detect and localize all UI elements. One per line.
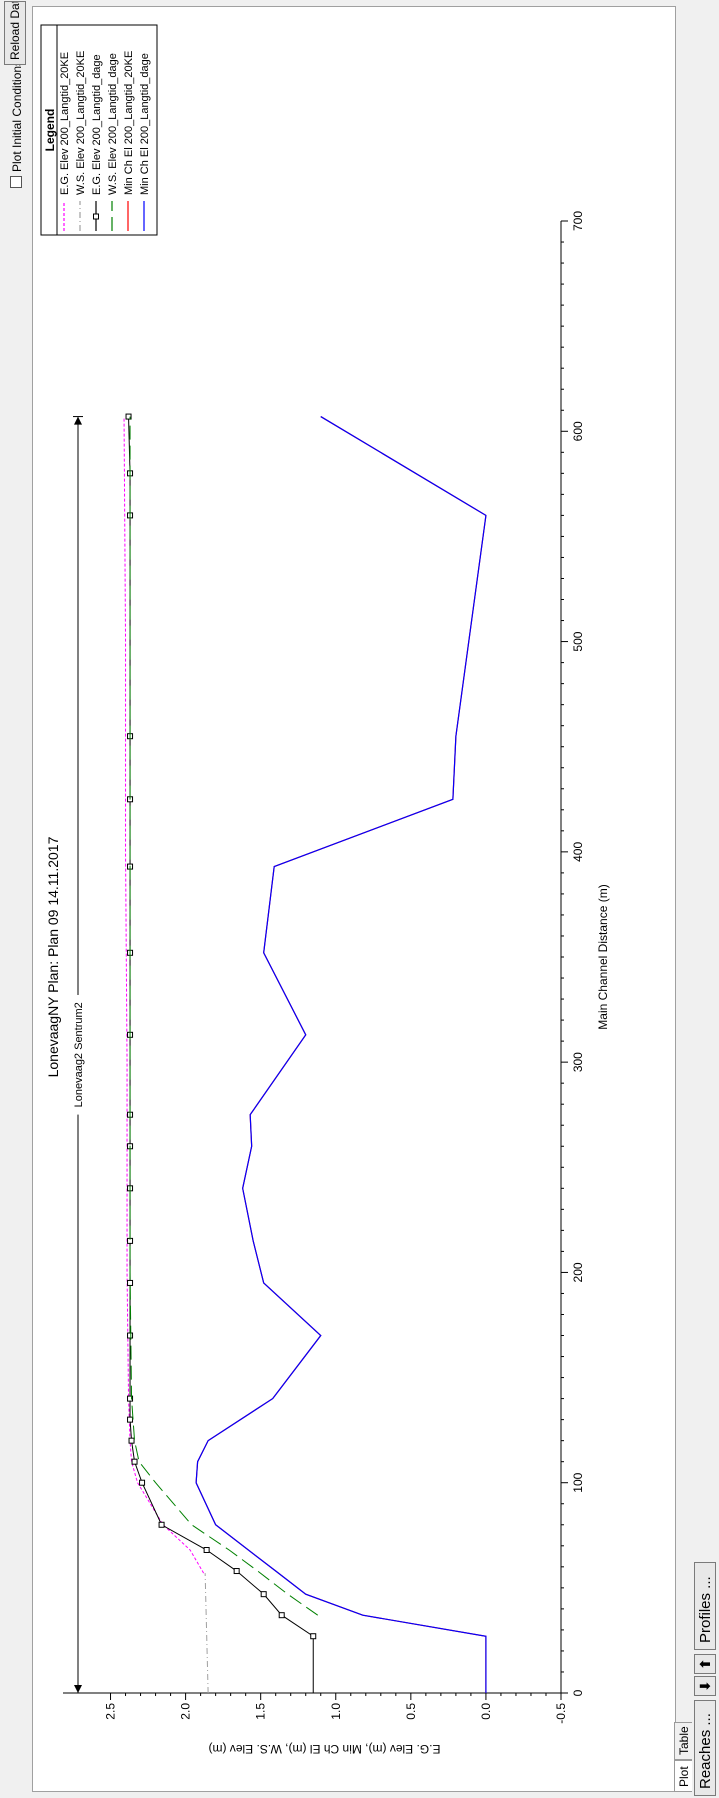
data-point-marker: [278, 1612, 285, 1619]
down-arrow-button[interactable]: ⬇: [694, 1676, 716, 1696]
tab-table[interactable]: Table: [674, 1722, 692, 1760]
x-tick-label: 300: [571, 1052, 585, 1072]
plot-initial-conditions-label: Plot Initial Conditions: [10, 59, 24, 172]
legend-box: [40, 24, 158, 236]
profile-chart: 0 100 200 300 400 500 600 700 -0.5 0.0 0.5 1.0 1.5 2.…: [40, 24, 610, 1756]
x-axis-label: Main Channel Distance (m): [596, 884, 610, 1029]
up-arrow-button[interactable]: ⬆: [694, 1654, 716, 1674]
legend-swatch-marker: [93, 213, 99, 220]
x-tick-label: 100: [571, 1472, 585, 1492]
y-tick-label: 1.5: [254, 1703, 268, 1720]
series-line: [195, 416, 487, 1693]
legend-entry: W.S. Elev 200_Langtid_20KE: [75, 51, 87, 195]
profiles-button[interactable]: Profiles ...: [694, 1562, 716, 1650]
x-tick-label: 700: [571, 211, 585, 231]
y-tick-label: 2.5: [104, 1703, 118, 1720]
legend-entry: Min Ch El 200_Langtid_dage: [139, 53, 151, 195]
series-line: [204, 1573, 209, 1694]
series-line: [195, 416, 487, 1693]
plot-initial-conditions-option[interactable]: Plot Initial Conditions: [10, 60, 24, 188]
data-point-marker: [127, 1416, 134, 1423]
reaches-button[interactable]: Reaches ...: [694, 1700, 716, 1796]
legend-entry: Min Ch El 200_Langtid_20KE: [123, 51, 135, 195]
y-tick-label: 0.0: [479, 1703, 493, 1720]
legend-entry: E.G. Elev 200_Langtid_20KE: [59, 52, 71, 195]
series-line: [129, 416, 319, 1616]
y-tick-label: 0.5: [404, 1703, 418, 1720]
reload-data-button[interactable]: Reload Dat: [4, 1, 26, 65]
plot-initial-conditions-checkbox[interactable]: [10, 176, 22, 188]
data-point-marker: [203, 1547, 210, 1554]
series-line: [123, 416, 205, 1574]
data-point-marker: [139, 1479, 146, 1486]
data-point-marker: [128, 1437, 135, 1444]
x-tick-label: 200: [571, 1262, 585, 1282]
legend-title: Legend: [43, 109, 57, 152]
x-tick-label: 0: [571, 1689, 585, 1696]
legend-entry: E.G. Elev 200_Langtid_dage: [91, 54, 103, 195]
series-line: [128, 416, 314, 1693]
plot-panel: 0 100 200 300 400 500 600 700 -0.5 0.0 0.5 1.0 1.5 2.…: [32, 6, 676, 1792]
data-point-marker: [233, 1568, 240, 1575]
y-axis-label: E.G. Elev (m), Min Ch El (m), W.S. Elev …: [208, 1742, 440, 1756]
y-tick-label: -0.5: [554, 1703, 568, 1724]
y-tick-label: 2.0: [179, 1703, 193, 1720]
data-point-marker: [158, 1521, 165, 1528]
x-tick-label: 400: [571, 842, 585, 862]
data-point-marker: [131, 1458, 138, 1465]
legend-entry: W.S. Elev 200_Langtid_dage: [107, 53, 119, 195]
x-tick-label: 500: [571, 631, 585, 651]
reach-span-arrow-right: [74, 416, 82, 425]
chart-title: LonevaagNY Plan: Plan 09 14.11.2017: [45, 836, 61, 1077]
y-tick-label: 1.0: [329, 1703, 343, 1720]
data-point-marker: [127, 1279, 134, 1286]
data-point-marker: [310, 1633, 317, 1640]
reach-span-arrow-left: [74, 1685, 82, 1693]
reach-label: Lonevaag2 Sentrum2: [73, 1002, 85, 1107]
reach-label-bg: [71, 994, 84, 1115]
data-point-marker: [127, 1332, 134, 1339]
tab-plot[interactable]: Plot: [674, 1760, 692, 1792]
data-point-marker: [260, 1591, 267, 1598]
x-tick-label: 600: [571, 421, 585, 441]
